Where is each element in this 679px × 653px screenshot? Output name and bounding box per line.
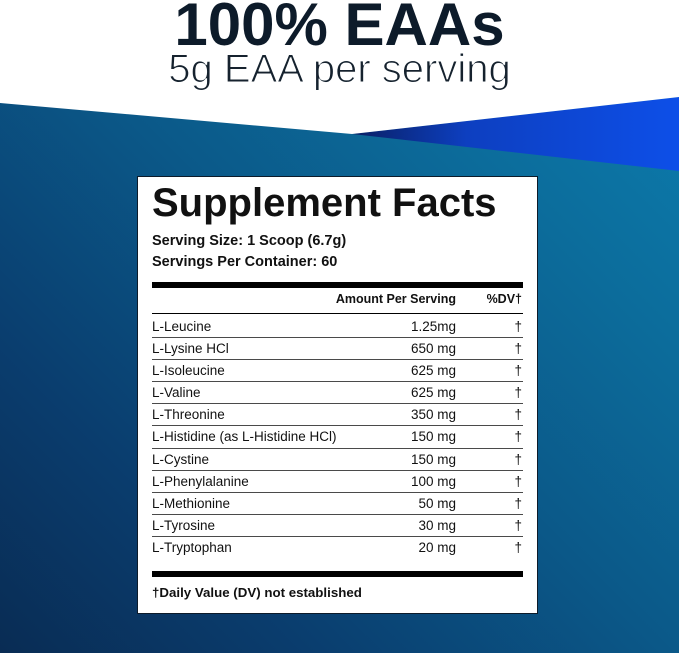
svg-text:5g EAA per serving: 5g EAA per serving [168,47,510,91]
